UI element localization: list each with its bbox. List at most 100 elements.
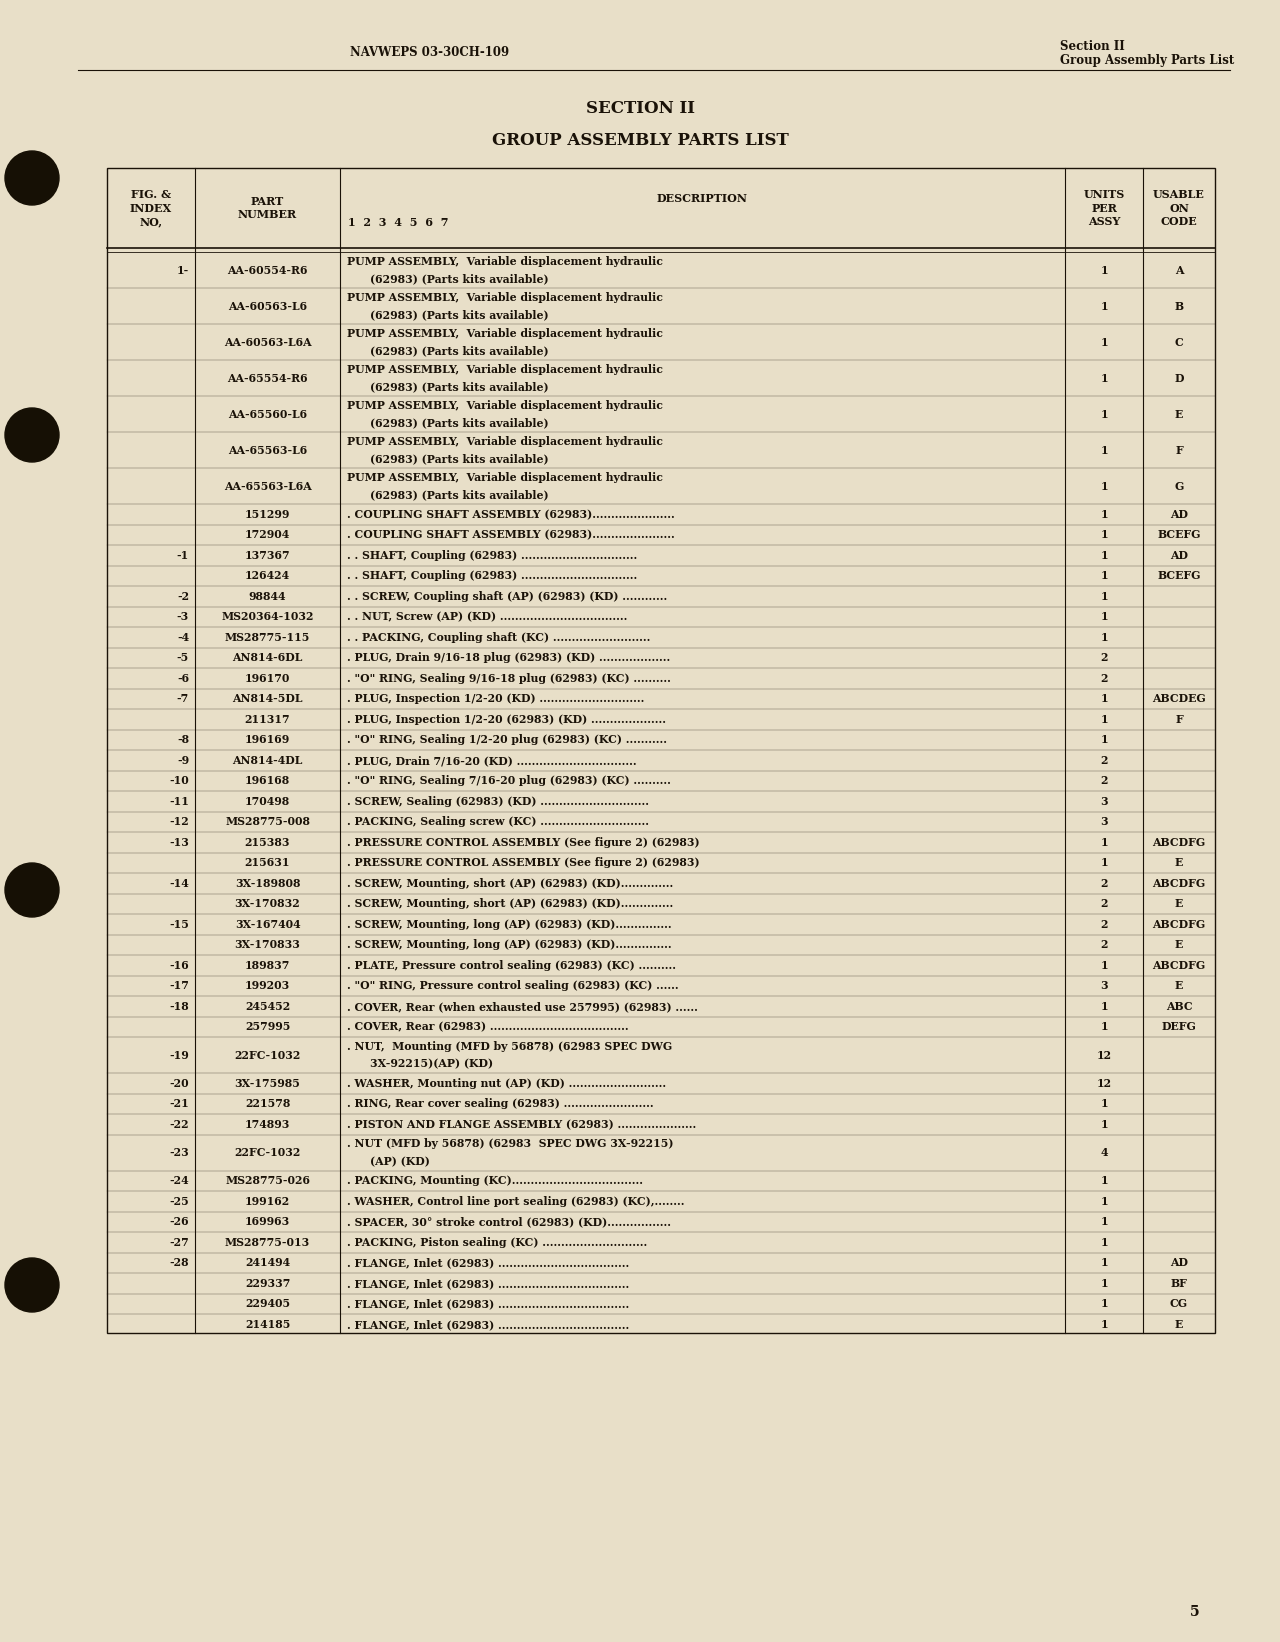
Text: MS28775-026: MS28775-026 — [225, 1176, 310, 1186]
Text: AN814-5DL: AN814-5DL — [232, 693, 303, 704]
Text: . PISTON AND FLANGE ASSEMBLY (62983) .....................: . PISTON AND FLANGE ASSEMBLY (62983) ...… — [347, 1118, 696, 1130]
Text: . PLATE, Pressure control sealing (62983) (KC) ..........: . PLATE, Pressure control sealing (62983… — [347, 961, 676, 970]
Text: 1: 1 — [1101, 1277, 1107, 1289]
Text: -26: -26 — [169, 1217, 189, 1227]
Text: -20: -20 — [169, 1077, 189, 1089]
Text: -17: -17 — [169, 980, 189, 992]
Text: 1: 1 — [1101, 481, 1107, 491]
Text: (62983) (Parts kits available): (62983) (Parts kits available) — [370, 309, 549, 320]
Text: . COVER, Rear (62983) .....................................: . COVER, Rear (62983) ..................… — [347, 1021, 628, 1033]
Text: 2: 2 — [1101, 775, 1107, 787]
Text: 169963: 169963 — [244, 1217, 291, 1227]
Text: E: E — [1175, 898, 1183, 910]
Text: . PRESSURE CONTROL ASSEMBLY (See figure 2) (62983): . PRESSURE CONTROL ASSEMBLY (See figure … — [347, 837, 700, 847]
Text: A: A — [1175, 264, 1183, 276]
Text: 1: 1 — [1101, 1195, 1107, 1207]
Text: 3X-170832: 3X-170832 — [234, 898, 301, 910]
Text: (62983) (Parts kits available): (62983) (Parts kits available) — [370, 489, 549, 501]
Text: 1: 1 — [1101, 264, 1107, 276]
Text: 1: 1 — [1101, 1000, 1107, 1011]
Text: -5: -5 — [177, 652, 189, 663]
Text: FIG. &
INDEX
NO,: FIG. & INDEX NO, — [131, 189, 172, 227]
Text: 3X-170833: 3X-170833 — [234, 939, 301, 951]
Text: . SCREW, Mounting, long (AP) (62983) (KD)...............: . SCREW, Mounting, long (AP) (62983) (KD… — [347, 939, 672, 951]
Text: G: G — [1174, 481, 1184, 491]
Text: AA-60563-L6: AA-60563-L6 — [228, 300, 307, 312]
Text: D: D — [1174, 373, 1184, 384]
Text: -9: -9 — [177, 755, 189, 765]
Text: 174893: 174893 — [244, 1118, 291, 1130]
Text: UNITS
PER
ASSY: UNITS PER ASSY — [1083, 189, 1125, 227]
Text: . . SCREW, Coupling shaft (AP) (62983) (KD) ............: . . SCREW, Coupling shaft (AP) (62983) (… — [347, 591, 667, 601]
Circle shape — [5, 1258, 59, 1312]
Text: 2: 2 — [1101, 920, 1107, 929]
Text: ABCDFG: ABCDFG — [1152, 837, 1206, 847]
Text: . SCREW, Mounting, long (AP) (62983) (KD)...............: . SCREW, Mounting, long (AP) (62983) (KD… — [347, 920, 672, 929]
Text: USABLE
ON
CODE: USABLE ON CODE — [1153, 189, 1204, 227]
Text: -18: -18 — [169, 1000, 189, 1011]
Text: 1: 1 — [1101, 1299, 1107, 1309]
Text: MS20364-1032: MS20364-1032 — [221, 611, 314, 622]
Text: 1: 1 — [1101, 570, 1107, 581]
Text: -7: -7 — [177, 693, 189, 704]
Text: AD: AD — [1170, 509, 1188, 521]
Text: ABCDFG: ABCDFG — [1152, 878, 1206, 888]
Text: -8: -8 — [177, 734, 189, 745]
Text: 126424: 126424 — [244, 570, 291, 581]
Text: (62983) (Parts kits available): (62983) (Parts kits available) — [370, 417, 549, 429]
Text: . SPACER, 30° stroke control (62983) (KD).................: . SPACER, 30° stroke control (62983) (KD… — [347, 1217, 671, 1227]
Text: -13: -13 — [169, 837, 189, 847]
Text: DEFG: DEFG — [1161, 1021, 1197, 1033]
Text: 2: 2 — [1101, 652, 1107, 663]
Text: . WASHER, Control line port sealing (62983) (KC),........: . WASHER, Control line port sealing (629… — [347, 1195, 685, 1207]
Text: 3X-175985: 3X-175985 — [234, 1077, 301, 1089]
Text: 199162: 199162 — [244, 1195, 291, 1207]
Text: . SCREW, Mounting, short (AP) (62983) (KD)..............: . SCREW, Mounting, short (AP) (62983) (K… — [347, 878, 673, 888]
Text: 3X-92215)(AP) (KD): 3X-92215)(AP) (KD) — [370, 1059, 493, 1069]
Text: -10: -10 — [169, 775, 189, 787]
Text: 241494: 241494 — [244, 1258, 291, 1268]
Text: DESCRIPTION: DESCRIPTION — [657, 192, 748, 204]
Text: CG: CG — [1170, 1299, 1188, 1309]
Text: 245452: 245452 — [244, 1000, 291, 1011]
Text: 3: 3 — [1101, 796, 1107, 806]
Text: E: E — [1175, 939, 1183, 951]
Text: 1: 1 — [1101, 1217, 1107, 1227]
Text: -14: -14 — [169, 878, 189, 888]
Text: 229405: 229405 — [244, 1299, 291, 1309]
Text: (62983) (Parts kits available): (62983) (Parts kits available) — [370, 345, 549, 356]
Text: . PACKING, Sealing screw (KC) .............................: . PACKING, Sealing screw (KC) ..........… — [347, 816, 649, 828]
Text: . COUPLING SHAFT ASSEMBLY (62983)......................: . COUPLING SHAFT ASSEMBLY (62983).......… — [347, 509, 675, 521]
Text: . RING, Rear cover sealing (62983) ........................: . RING, Rear cover sealing (62983) .....… — [347, 1098, 654, 1110]
Text: 196170: 196170 — [244, 673, 291, 683]
Text: . COVER, Rear (when exhausted use 257995) (62983) ......: . COVER, Rear (when exhausted use 257995… — [347, 1000, 698, 1011]
Text: 1: 1 — [1101, 591, 1107, 601]
Text: PUMP ASSEMBLY,  Variable displacement hydraulic: PUMP ASSEMBLY, Variable displacement hyd… — [347, 292, 663, 302]
Text: AD: AD — [1170, 1258, 1188, 1268]
Text: . WASHER, Mounting nut (AP) (KD) ..........................: . WASHER, Mounting nut (AP) (KD) .......… — [347, 1077, 666, 1089]
Text: 1: 1 — [1101, 1319, 1107, 1330]
Text: 5: 5 — [1190, 1604, 1199, 1619]
Text: E: E — [1175, 1319, 1183, 1330]
Text: 1: 1 — [1101, 961, 1107, 970]
Text: 189837: 189837 — [244, 961, 291, 970]
Text: AA-60554-R6: AA-60554-R6 — [228, 264, 307, 276]
Text: . "O" RING, Sealing 7/16-20 plug (62983) (KC) ..........: . "O" RING, Sealing 7/16-20 plug (62983)… — [347, 775, 671, 787]
Text: . . NUT, Screw (AP) (KD) ..................................: . . NUT, Screw (AP) (KD) ...............… — [347, 611, 627, 622]
Text: 98844: 98844 — [248, 591, 287, 601]
Text: AN814-4DL: AN814-4DL — [232, 755, 302, 765]
Text: 3X-167404: 3X-167404 — [234, 920, 301, 929]
Text: 1: 1 — [1101, 529, 1107, 540]
Text: ABC: ABC — [1166, 1000, 1192, 1011]
Text: 22FC-1032: 22FC-1032 — [234, 1148, 301, 1158]
Text: . PACKING, Piston sealing (KC) ............................: . PACKING, Piston sealing (KC) .........… — [347, 1236, 648, 1248]
Text: 4: 4 — [1101, 1148, 1107, 1158]
Text: AA-65563-L6: AA-65563-L6 — [228, 445, 307, 455]
Circle shape — [5, 407, 59, 461]
Text: 1: 1 — [1101, 1236, 1107, 1248]
Text: 2: 2 — [1101, 755, 1107, 765]
Text: MS28775-013: MS28775-013 — [225, 1236, 310, 1248]
Text: 1: 1 — [1101, 837, 1107, 847]
Text: 1: 1 — [1101, 509, 1107, 521]
Text: 172904: 172904 — [244, 529, 291, 540]
